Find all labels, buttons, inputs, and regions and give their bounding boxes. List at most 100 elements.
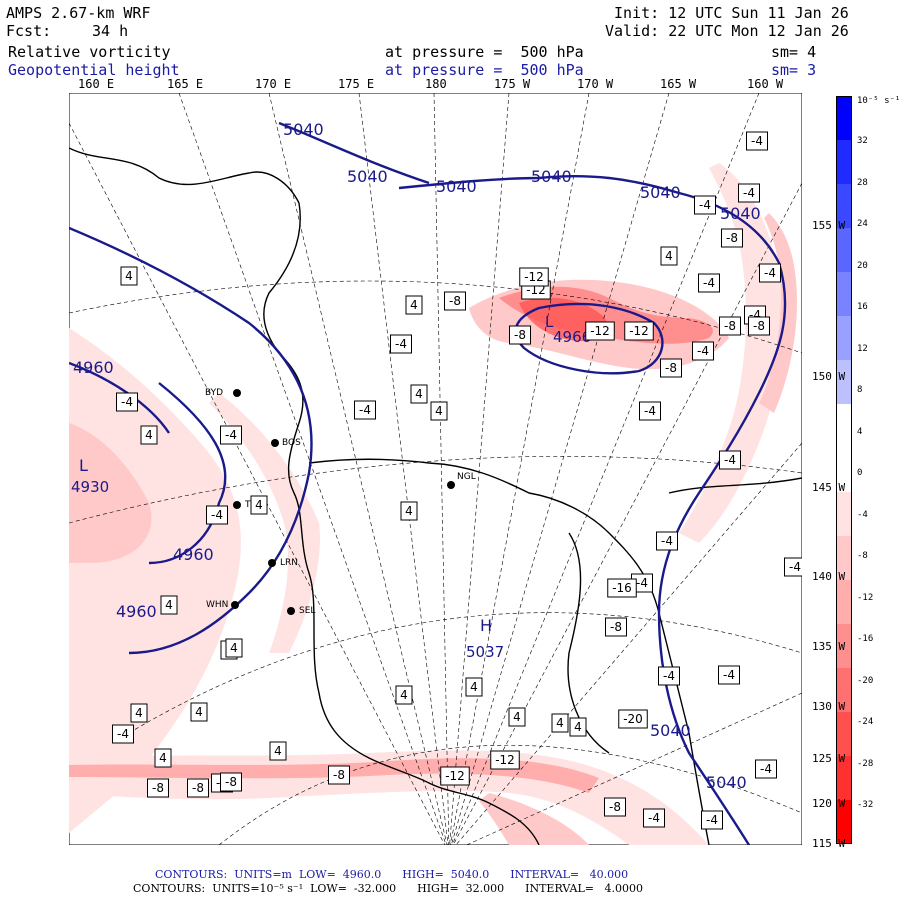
vorticity-label-box bbox=[660, 358, 682, 378]
station-marker bbox=[271, 439, 279, 447]
vorticity-label: -8 bbox=[609, 800, 621, 814]
colorbar-tick-label: 20 bbox=[857, 260, 868, 271]
vorticity-label: -12 bbox=[495, 753, 515, 767]
low-symbol: L bbox=[545, 313, 554, 331]
vorticity-label: -8 bbox=[192, 781, 204, 795]
colorbar-cell bbox=[836, 140, 852, 184]
height-label: 5040 bbox=[706, 773, 747, 792]
colorbar-tick-label: 0 bbox=[857, 468, 863, 478]
vorticity-label-box bbox=[154, 748, 172, 768]
vorticity-label-box bbox=[719, 316, 741, 336]
colorbar-cell bbox=[836, 228, 852, 272]
vorticity-label-box bbox=[755, 759, 777, 779]
vorticity-label: -4 bbox=[749, 308, 761, 322]
colorbar bbox=[836, 96, 852, 844]
vorticity-label: -4 bbox=[661, 534, 673, 548]
footer-vorticity-contours: CONTOURS: UNITS=10⁻⁵ s⁻¹ LOW= -32.000 HI… bbox=[133, 882, 643, 895]
colorbar-tick-label: 16 bbox=[857, 302, 868, 312]
vorticity-label-box bbox=[748, 316, 770, 336]
station-label: NGL bbox=[457, 472, 476, 482]
lat-label: 140 W bbox=[812, 570, 846, 583]
vorticity-label: -8 bbox=[514, 328, 526, 342]
vorticity-label-box bbox=[618, 709, 648, 729]
vorticity-label: -4 bbox=[760, 762, 772, 776]
colorbar-tick-label: -8 bbox=[857, 551, 868, 561]
coastline bbox=[69, 147, 802, 845]
footer-height-contours: CONTOURS: UNITS=m LOW= 4960.0 HIGH= 5040… bbox=[155, 868, 629, 881]
vorticity-label: -4 bbox=[723, 668, 735, 682]
height-label: 5040 bbox=[640, 183, 681, 202]
vorticity-label: -4 bbox=[751, 134, 763, 148]
vorticity-label: -20 bbox=[623, 712, 643, 726]
low-value: 4930 bbox=[71, 478, 109, 496]
vorticity-label-box bbox=[160, 595, 178, 615]
vorticity-label: -4 bbox=[697, 344, 709, 358]
vorticity-label-box bbox=[190, 702, 208, 722]
colorbar-cell bbox=[836, 712, 852, 756]
vorticity-label-box bbox=[738, 183, 760, 203]
vorticity-label: 4 bbox=[574, 720, 582, 734]
vorticity-label: -8 bbox=[225, 775, 237, 789]
vorticity-label: -4 bbox=[743, 186, 755, 200]
colorbar-tick-label: -28 bbox=[857, 758, 874, 769]
lon-label: 160 E bbox=[78, 77, 115, 91]
map-panel: 5040 5040 5040 5040 5040 5040 5040 5040 … bbox=[69, 93, 802, 845]
vorticity-label: -4 bbox=[764, 266, 776, 280]
colorbar-tick-label: -12 bbox=[857, 592, 874, 603]
vorticity-label-box bbox=[390, 334, 412, 354]
vorticity-label: -8 bbox=[724, 319, 736, 333]
station-marker bbox=[231, 601, 239, 609]
vorticity-label-box bbox=[607, 578, 637, 598]
low-value: 4966 bbox=[553, 328, 591, 346]
lat-label: 155 W bbox=[812, 219, 846, 232]
lat-label: 130 W bbox=[812, 700, 846, 713]
vorticity-label: -4 bbox=[225, 428, 237, 442]
vorticity-label-box bbox=[643, 808, 665, 828]
vorticity-label-box bbox=[328, 765, 350, 785]
lon-label: 175 W bbox=[494, 77, 531, 91]
vorticity-label: 4 bbox=[405, 504, 413, 518]
colorbar-tick-label: 12 bbox=[857, 343, 868, 354]
high-value: 5037 bbox=[466, 643, 504, 661]
height-label: 5040 bbox=[650, 721, 691, 740]
vorticity-label: 4 bbox=[435, 404, 443, 418]
lon-label: 170 E bbox=[255, 77, 292, 91]
vorticity-label: -4 bbox=[706, 813, 718, 827]
vorticity-label-box bbox=[405, 295, 423, 315]
colorbar-cell bbox=[836, 316, 852, 360]
lat-label: 135 W bbox=[812, 640, 846, 653]
vorticity-label: -8 bbox=[152, 781, 164, 795]
vorticity-label-box bbox=[694, 195, 716, 215]
colorbar-tick-label: 32 bbox=[857, 136, 868, 146]
height-label: 5040 bbox=[720, 204, 761, 223]
vorticity-label-box bbox=[660, 246, 678, 266]
vorticity-label-box bbox=[465, 677, 483, 697]
vorticity-label-box bbox=[656, 531, 678, 551]
vorticity-label-box bbox=[220, 425, 242, 445]
station-marker bbox=[447, 481, 455, 489]
vorticity-label-box bbox=[718, 665, 740, 685]
colorbar-tick-label: 8 bbox=[857, 385, 863, 395]
colorbar-tick-label: -4 bbox=[857, 509, 868, 520]
low-symbol: L bbox=[79, 456, 88, 475]
vorticity-label: -12 bbox=[629, 324, 649, 338]
vorticity-label: -8 bbox=[753, 319, 765, 333]
station-marker bbox=[287, 607, 295, 615]
colorbar-cell bbox=[836, 756, 852, 800]
vorticity-label-box bbox=[116, 392, 138, 412]
vorticity-label-box bbox=[604, 797, 626, 817]
height-label: 4960 bbox=[173, 545, 214, 564]
vorticity-label-box bbox=[746, 131, 768, 151]
vorticity-label-box bbox=[395, 685, 413, 705]
station-label: LRN bbox=[280, 558, 298, 568]
lon-label: 165 W bbox=[660, 77, 697, 91]
lat-label: 145 W bbox=[812, 481, 846, 494]
colorbar-cell bbox=[836, 404, 852, 448]
vorticity-label-box bbox=[250, 495, 268, 515]
vorticity-label: -4 bbox=[648, 811, 660, 825]
vorticity-label-box bbox=[605, 617, 627, 637]
field2-level: at pressure = 500 hPa bbox=[385, 61, 584, 79]
colorbar-cell bbox=[836, 96, 852, 140]
vorticity-label: 4 bbox=[665, 249, 673, 263]
vorticity-label: 4 bbox=[400, 688, 408, 702]
